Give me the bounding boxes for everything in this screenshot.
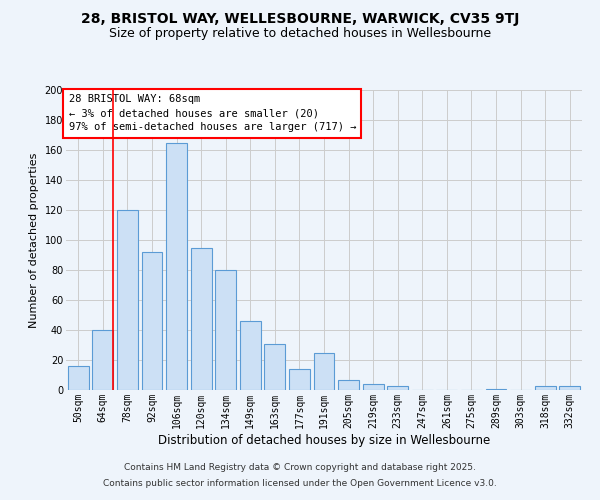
Bar <box>142 252 163 390</box>
Bar <box>166 142 187 390</box>
X-axis label: Distribution of detached houses by size in Wellesbourne: Distribution of detached houses by size … <box>158 434 490 446</box>
Bar <box>289 369 310 390</box>
Bar <box>338 380 359 390</box>
Bar <box>68 366 89 390</box>
Text: Size of property relative to detached houses in Wellesbourne: Size of property relative to detached ho… <box>109 28 491 40</box>
Y-axis label: Number of detached properties: Number of detached properties <box>29 152 39 328</box>
Bar <box>314 352 334 390</box>
Bar <box>117 210 138 390</box>
Bar <box>362 384 383 390</box>
Bar <box>535 386 556 390</box>
Bar <box>240 321 261 390</box>
Bar <box>92 330 113 390</box>
Text: 28 BRISTOL WAY: 68sqm
← 3% of detached houses are smaller (20)
97% of semi-detac: 28 BRISTOL WAY: 68sqm ← 3% of detached h… <box>68 94 356 132</box>
Text: Contains HM Land Registry data © Crown copyright and database right 2025.: Contains HM Land Registry data © Crown c… <box>124 464 476 472</box>
Bar <box>485 388 506 390</box>
Bar <box>265 344 286 390</box>
Text: Contains public sector information licensed under the Open Government Licence v3: Contains public sector information licen… <box>103 478 497 488</box>
Bar <box>215 270 236 390</box>
Bar <box>387 386 408 390</box>
Bar <box>559 386 580 390</box>
Text: 28, BRISTOL WAY, WELLESBOURNE, WARWICK, CV35 9TJ: 28, BRISTOL WAY, WELLESBOURNE, WARWICK, … <box>81 12 519 26</box>
Bar <box>191 248 212 390</box>
